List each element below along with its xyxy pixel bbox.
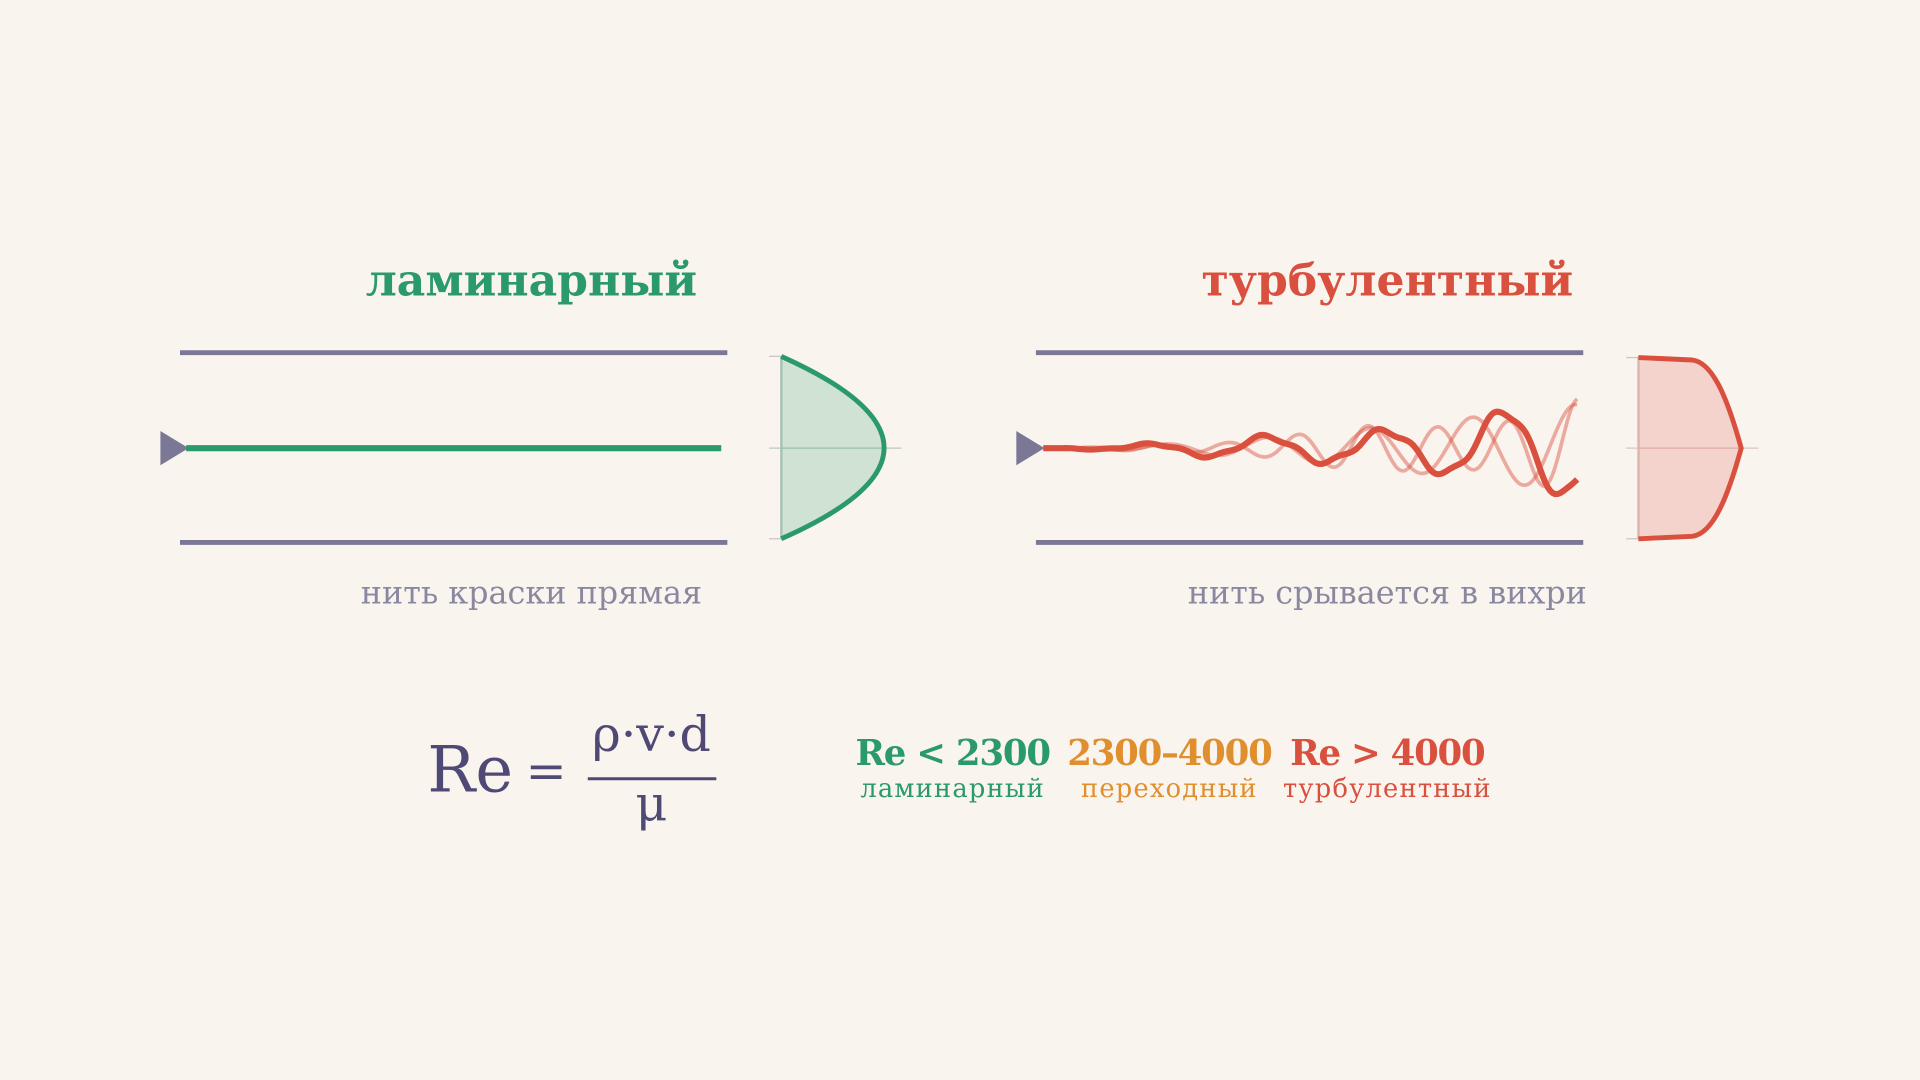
range-regime: переходный [1081, 774, 1258, 804]
turbulent-caption: нить срывается в вихри [1188, 574, 1587, 612]
inlet-arrow [1016, 431, 1045, 466]
inlet-arrow [160, 431, 189, 466]
laminar-caption: нить краски прямая [361, 574, 702, 612]
formula-numerator: ρ·v·d [592, 706, 711, 763]
dye-streak [1043, 397, 1579, 488]
formula-denominator: μ [636, 776, 668, 833]
turbulent-streaks [1042, 397, 1580, 498]
laminar-title: ламинарный [366, 256, 697, 307]
velocity-profile [780, 354, 887, 542]
velocity-profile [1638, 355, 1744, 542]
dye-streak [1042, 408, 1580, 498]
range-label: Re > 4000 [1290, 733, 1485, 774]
velocity-profile-fill [1638, 357, 1742, 539]
range-regime: ламинарный [860, 774, 1045, 804]
formula-equals: = [526, 743, 567, 800]
range-label: 2300–4000 [1067, 733, 1272, 774]
formula-lhs: Re [427, 734, 513, 808]
range-label: Re < 2300 [855, 733, 1050, 774]
range-regime: турбулентный [1283, 774, 1492, 804]
turbulent-title: турбулентный [1201, 256, 1573, 307]
